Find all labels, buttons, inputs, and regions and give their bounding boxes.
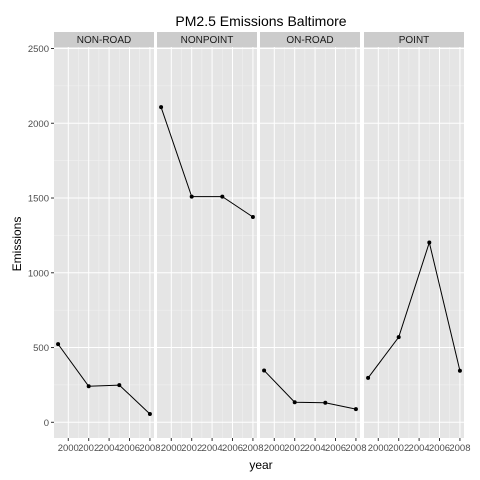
strip-label: NON-ROAD bbox=[77, 35, 131, 46]
data-point bbox=[396, 335, 401, 340]
data-point bbox=[353, 407, 358, 412]
series-line-nonpoint bbox=[160, 107, 254, 218]
x-axis-title: year bbox=[249, 458, 272, 472]
panel-point: POINT 2000 2002 2004 2006 2008 bbox=[364, 32, 470, 454]
data-point bbox=[159, 105, 164, 110]
x-tick-label: 2002 bbox=[181, 443, 202, 454]
x-tick-label: 2006 bbox=[325, 443, 346, 454]
data-point bbox=[262, 368, 267, 373]
data-point bbox=[457, 368, 462, 373]
y-tick-label: 0 bbox=[44, 418, 49, 429]
data-point bbox=[250, 214, 255, 219]
data-point bbox=[366, 375, 371, 380]
series-line-non-road bbox=[57, 343, 151, 415]
panel-background bbox=[54, 47, 154, 438]
x-tick-label: 2006 bbox=[429, 443, 450, 454]
y-axis: 0 500 1000 1500 2000 2500 bbox=[28, 44, 54, 429]
y-tick-label: 2000 bbox=[28, 119, 49, 130]
data-point bbox=[86, 384, 91, 389]
strip-label: ON-ROAD bbox=[286, 35, 333, 46]
strip-label: NONPOINT bbox=[181, 35, 234, 46]
x-tick-label: 2008 bbox=[449, 443, 470, 454]
x-tick-label: 2002 bbox=[284, 443, 305, 454]
panel-background bbox=[157, 47, 257, 438]
y-tick-label: 1000 bbox=[28, 268, 49, 279]
data-point bbox=[56, 342, 61, 347]
x-tick-label: 2008 bbox=[139, 443, 160, 454]
panel-background bbox=[260, 47, 360, 438]
x-tick-label: 2008 bbox=[242, 443, 263, 454]
x-tick-label: 2006 bbox=[222, 443, 243, 454]
strip-background bbox=[54, 32, 154, 47]
x-tick-label: 2008 bbox=[345, 443, 366, 454]
data-point bbox=[117, 383, 122, 388]
data-point bbox=[323, 400, 328, 405]
data-point bbox=[427, 240, 432, 245]
panel-nonpoint: NONPOINT 2000 2002 2004 2006 2008 bbox=[157, 32, 263, 454]
x-tick-label: 2000 bbox=[368, 443, 389, 454]
x-tick-label: 2002 bbox=[78, 443, 99, 454]
series-line-on-road bbox=[263, 370, 357, 410]
panel-background bbox=[364, 47, 464, 438]
x-tick-label: 2000 bbox=[58, 443, 79, 454]
x-tick-label: 2004 bbox=[409, 443, 430, 454]
x-tick-label: 2004 bbox=[202, 443, 223, 454]
x-tick-label: 2004 bbox=[99, 443, 120, 454]
data-point bbox=[220, 194, 225, 199]
y-tick-label: 2500 bbox=[28, 44, 49, 55]
strip-label: POINT bbox=[399, 35, 430, 46]
chart-title: PM2.5 Emissions Baltimore bbox=[175, 13, 346, 29]
panel-non-road: NON-ROAD 2000 2002 2004 2006 2008 bbox=[54, 32, 160, 454]
x-tick-label: 2002 bbox=[388, 443, 409, 454]
strip-background bbox=[260, 32, 360, 47]
x-tick-label: 2000 bbox=[264, 443, 285, 454]
strip-background bbox=[157, 32, 257, 47]
x-tick-label: 2000 bbox=[161, 443, 182, 454]
data-point bbox=[292, 400, 297, 405]
x-tick-label: 2006 bbox=[119, 443, 140, 454]
series-line-point bbox=[367, 240, 461, 379]
panel-on-road: ON-ROAD 2000 2002 2004 2006 2008 bbox=[260, 32, 366, 454]
y-tick-label: 1500 bbox=[28, 194, 49, 205]
x-tick-label: 2004 bbox=[305, 443, 326, 454]
y-tick-label: 500 bbox=[33, 343, 49, 354]
strip-background bbox=[364, 32, 464, 47]
data-point bbox=[147, 411, 152, 416]
data-point bbox=[189, 194, 194, 199]
y-axis-title: Emissions bbox=[10, 217, 24, 272]
